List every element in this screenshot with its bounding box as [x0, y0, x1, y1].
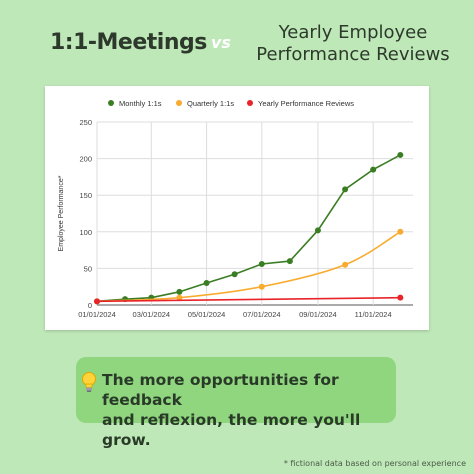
- data-point: [342, 261, 349, 268]
- legend-label: Monthly 1:1s: [119, 99, 162, 108]
- series-line: [96, 231, 401, 303]
- lightbulb-icon: [82, 372, 96, 392]
- callout-line1: The more opportunities for feedback: [102, 371, 339, 409]
- y-tick-label: 200: [79, 155, 92, 164]
- x-tick-label: 01/01/2024: [78, 310, 116, 319]
- x-tick-label: 03/01/2024: [133, 310, 171, 319]
- legend-marker: [108, 100, 114, 106]
- data-point: [314, 227, 321, 234]
- title-right-line1: Yearly Employee: [278, 22, 428, 43]
- data-point: [94, 298, 100, 305]
- line-chart: 0 50 100 150 200 250 01/01/2024 03/01/2024 05/01…: [58, 99, 413, 319]
- data-point: [397, 294, 404, 301]
- callout-text: The more opportunities for feedback and …: [102, 370, 392, 450]
- x-tick-label: 05/01/2024: [188, 310, 226, 319]
- x-tick-label: 11/01/2024: [355, 310, 392, 319]
- title-left: 1:1-Meetings: [50, 30, 207, 55]
- data-point: [286, 258, 293, 265]
- chart-card: 0 50 100 150 200 250 01/01/2024 03/01/2024 05/01…: [45, 86, 429, 330]
- legend-marker: [247, 100, 253, 106]
- data-point: [397, 151, 404, 158]
- data-point: [231, 271, 238, 278]
- data-point: [203, 280, 210, 287]
- y-tick-label: 0: [88, 301, 92, 310]
- data-point: [176, 288, 183, 295]
- callout-line2: and reflexion, the more you'll grow.: [102, 411, 361, 449]
- callout: The more opportunities for feedback and …: [76, 357, 396, 449]
- y-tick-label: 250: [79, 118, 92, 127]
- vs-label: vs: [211, 33, 231, 52]
- header: 1:1-Meetings vs Yearly Employee Performa…: [0, 0, 474, 80]
- series-line: [96, 296, 401, 303]
- data-point: [258, 261, 265, 268]
- data-point: [370, 166, 377, 173]
- legend-label: Yearly Performance Reviews: [258, 99, 354, 108]
- y-tick-label: 150: [79, 191, 92, 200]
- data-point: [176, 294, 183, 301]
- data-point: [342, 186, 349, 193]
- title-right-line2: Performance Reviews: [256, 44, 450, 65]
- legend-marker: [176, 100, 182, 106]
- data-point: [258, 283, 265, 290]
- legend-label: Quarterly 1:1s: [187, 99, 234, 108]
- y-axis-label: Employee Performance*: [58, 175, 65, 251]
- y-tick-label: 100: [79, 228, 92, 237]
- x-tick-label: 07/01/2024: [243, 310, 281, 319]
- footnote: * fictional data based on personal exper…: [283, 459, 466, 468]
- data-point: [397, 228, 404, 235]
- series-line: [96, 154, 401, 303]
- y-tick-label: 50: [84, 264, 92, 273]
- x-tick-label: 09/01/2024: [299, 310, 337, 319]
- title-right: Yearly Employee Performance Reviews: [248, 22, 458, 66]
